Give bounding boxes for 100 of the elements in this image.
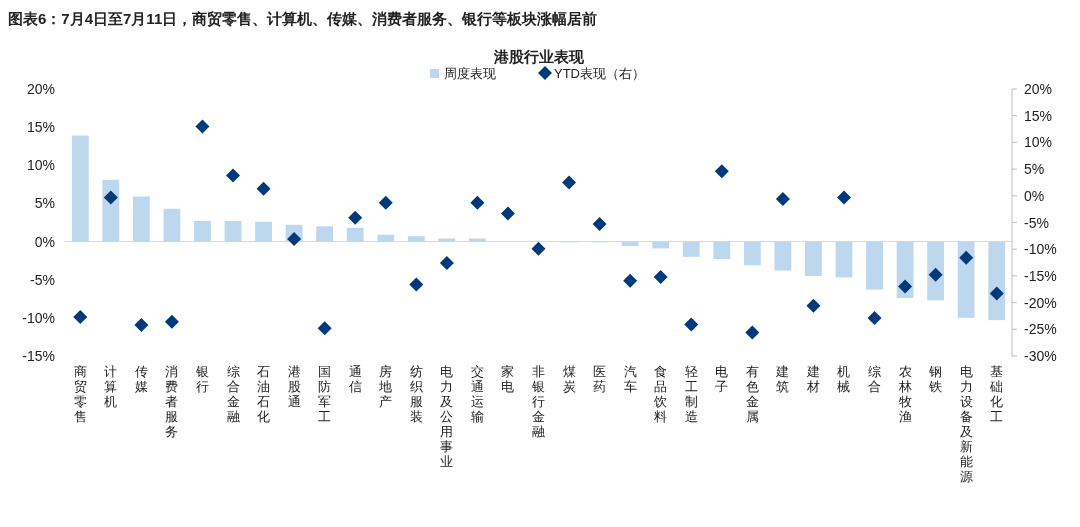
legend-label: 周度表现 — [444, 66, 496, 81]
y2-tick-label: -30% — [1024, 348, 1057, 364]
point — [378, 195, 393, 210]
bar — [71, 135, 89, 242]
x-tick-label: 建筑 — [775, 364, 790, 394]
y2-tick-label: 0% — [1024, 187, 1045, 204]
point — [103, 190, 118, 205]
y2-tick-label: 5% — [1024, 161, 1045, 178]
bar — [316, 226, 334, 242]
bar — [743, 241, 761, 266]
y2-tick-label: 10% — [1024, 134, 1053, 151]
point — [562, 175, 577, 190]
bar — [774, 241, 792, 271]
bar — [132, 196, 150, 242]
point — [775, 192, 790, 206]
x-tick-label: 家电 — [501, 364, 515, 394]
x-tick-label: 电力及公用事业 — [440, 364, 454, 469]
point — [836, 190, 851, 205]
x-tick-label: 轻工制造 — [684, 364, 698, 424]
point — [409, 277, 424, 292]
x-tick-label: 机械 — [837, 364, 851, 394]
x-tick-label: 国防军工 — [318, 364, 332, 424]
bar — [438, 238, 456, 242]
legend-label: YTD表现（右） — [554, 66, 645, 81]
bar — [255, 221, 272, 242]
bar — [469, 238, 486, 242]
point — [989, 286, 1004, 301]
point — [164, 314, 179, 329]
point — [653, 269, 668, 284]
bar — [805, 241, 822, 276]
y-tick-label: 20% — [26, 81, 55, 97]
x-tick-label: 有色金属 — [745, 364, 759, 424]
bar — [346, 227, 364, 242]
y2-tick-label: -20% — [1024, 294, 1057, 311]
y2-tick-label: 20% — [1024, 81, 1053, 97]
x-tick-label: 钢铁 — [928, 364, 943, 394]
point — [959, 250, 974, 265]
bar — [713, 241, 731, 260]
x-tick-label: 汽车 — [623, 364, 637, 394]
x-tick-label: 消费者服务 — [165, 364, 179, 439]
bar — [835, 241, 853, 278]
point — [745, 325, 760, 340]
x-tick-label: 电子 — [715, 364, 729, 394]
bar — [957, 241, 975, 318]
point — [714, 164, 729, 179]
bar — [988, 241, 1006, 321]
point — [684, 317, 699, 332]
y-tick-label: -5% — [30, 271, 55, 288]
point — [898, 279, 913, 294]
y-tick-label: 10% — [26, 157, 55, 174]
point — [73, 310, 88, 325]
bar — [866, 241, 883, 290]
x-tick-label: 传媒 — [134, 364, 148, 394]
bar — [102, 179, 120, 242]
bar — [224, 220, 242, 242]
x-tick-label: 纺织服装 — [409, 364, 423, 424]
x-tick-label: 综合金融 — [226, 364, 240, 424]
x-tick-label: 食品饮料 — [653, 364, 668, 424]
x-tick-label: 港股通 — [287, 364, 301, 409]
y2-tick-label: -25% — [1024, 321, 1057, 338]
y2-tick-label: 15% — [1024, 107, 1053, 124]
point — [531, 241, 546, 256]
bar — [163, 208, 181, 242]
bar — [407, 236, 425, 242]
point — [134, 318, 149, 333]
x-tick-label: 建材 — [805, 364, 820, 394]
point — [226, 168, 241, 183]
bar — [194, 220, 211, 242]
x-tick-label: 计算机 — [104, 364, 118, 409]
y-tick-label: 0% — [34, 233, 55, 250]
point — [439, 256, 454, 271]
x-tick-label: 石油石化 — [257, 364, 271, 424]
bar — [927, 241, 945, 301]
bar — [682, 241, 700, 257]
chart-title: 图表6：7月4日至7月11日，商贸零售、计算机、传媒、消费者服务、银行等板块涨幅居前 — [8, 10, 598, 27]
point — [287, 232, 302, 247]
x-tick-label: 非银行金融 — [531, 364, 545, 439]
bar — [377, 234, 395, 242]
x-tick-label: 银行 — [194, 364, 209, 394]
point — [256, 181, 271, 196]
y2-tick-label: -15% — [1024, 267, 1057, 284]
point — [623, 273, 638, 288]
x-tick-label: 电力设备及新能源 — [959, 364, 973, 484]
x-tick-label: 基础化工 — [989, 364, 1004, 424]
point — [806, 298, 821, 313]
chart-subtitle: 港股行业表现 — [492, 48, 585, 65]
y2-tick-label: -5% — [1024, 214, 1049, 231]
point — [317, 321, 332, 336]
x-tick-label: 综合 — [868, 364, 882, 394]
x-tick-label: 医药 — [593, 364, 607, 394]
y-tick-label: 15% — [26, 119, 55, 136]
y-tick-label: -10% — [22, 309, 55, 326]
y-tick-label: -15% — [22, 348, 55, 364]
point — [592, 217, 607, 232]
point — [500, 206, 515, 221]
point — [348, 210, 363, 225]
x-tick-label: 通信 — [348, 364, 362, 394]
point — [195, 119, 210, 134]
x-tick-label: 交通运输 — [470, 364, 484, 424]
y-tick-label: 5% — [34, 195, 55, 212]
